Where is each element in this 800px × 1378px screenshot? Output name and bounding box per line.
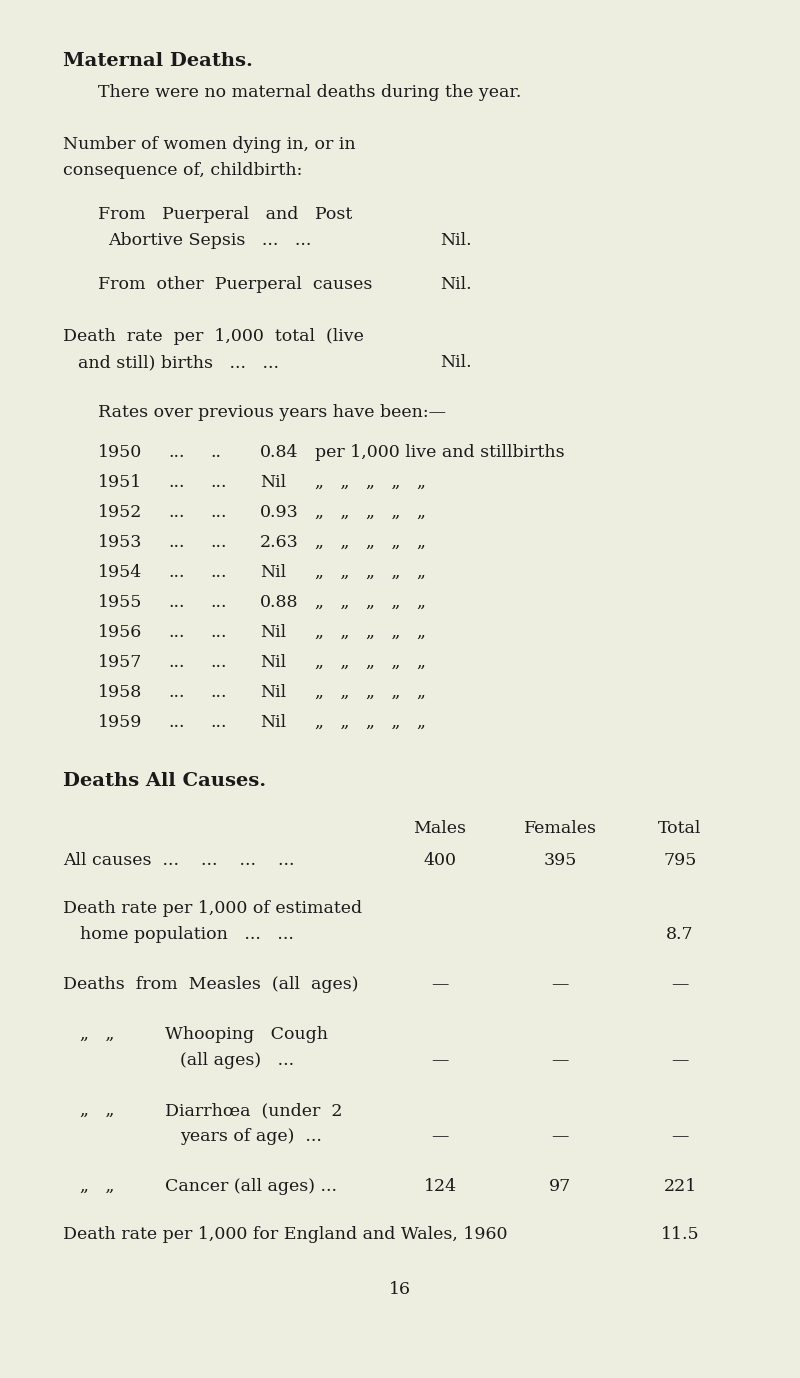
Text: Nil: Nil — [260, 564, 286, 582]
Text: „   „   „   „   „: „ „ „ „ „ — [315, 655, 426, 671]
Text: Deaths  from  Measles  (all  ages): Deaths from Measles (all ages) — [63, 976, 358, 994]
Text: ...: ... — [168, 594, 185, 610]
Text: 8.7: 8.7 — [666, 926, 694, 943]
Text: „   „   „   „   „: „ „ „ „ „ — [315, 564, 426, 582]
Text: Nil: Nil — [260, 683, 286, 701]
Text: Nil.: Nil. — [440, 354, 472, 371]
Text: Number of women dying in, or in: Number of women dying in, or in — [63, 136, 356, 153]
Text: ...: ... — [210, 474, 226, 491]
Text: ...: ... — [210, 564, 226, 582]
Text: —: — — [431, 1051, 449, 1069]
Text: „   „   „   „   „: „ „ „ „ „ — [315, 683, 426, 701]
Text: ...: ... — [168, 504, 185, 521]
Text: From   Puerperal   and   Post: From Puerperal and Post — [98, 205, 352, 223]
Text: 1951: 1951 — [98, 474, 142, 491]
Text: Death rate per 1,000 of estimated: Death rate per 1,000 of estimated — [63, 900, 362, 916]
Text: Nil: Nil — [260, 714, 286, 730]
Text: Diarrhœa  (under  2: Diarrhœa (under 2 — [165, 1102, 342, 1119]
Text: Females: Females — [523, 820, 597, 836]
Text: Deaths All Causes.: Deaths All Causes. — [63, 772, 266, 790]
Text: All causes  ...    ...    ...    ...: All causes ... ... ... ... — [63, 852, 294, 870]
Text: 2.63: 2.63 — [260, 535, 298, 551]
Text: „   „   „   „   „: „ „ „ „ „ — [315, 535, 426, 551]
Text: ...: ... — [168, 535, 185, 551]
Text: per 1,000 live and stillbirths: per 1,000 live and stillbirths — [315, 444, 565, 462]
Text: 0.93: 0.93 — [260, 504, 298, 521]
Text: 1955: 1955 — [98, 594, 142, 610]
Text: ...: ... — [210, 535, 226, 551]
Text: —: — — [671, 976, 689, 994]
Text: ...: ... — [210, 683, 226, 701]
Text: „   „   „   „   „: „ „ „ „ „ — [315, 474, 426, 491]
Text: consequence of, childbirth:: consequence of, childbirth: — [63, 163, 302, 179]
Text: 221: 221 — [663, 1178, 697, 1195]
Text: —: — — [431, 976, 449, 994]
Text: „   „: „ „ — [80, 1178, 114, 1195]
Text: 1950: 1950 — [98, 444, 142, 462]
Text: „   „: „ „ — [80, 1102, 114, 1119]
Text: ...: ... — [168, 655, 185, 671]
Text: 400: 400 — [423, 852, 457, 870]
Text: „   „   „   „   „: „ „ „ „ „ — [315, 624, 426, 641]
Text: Nil.: Nil. — [440, 276, 472, 294]
Text: Whooping   Cough: Whooping Cough — [165, 1027, 328, 1043]
Text: 1957: 1957 — [98, 655, 142, 671]
Text: —: — — [671, 1051, 689, 1069]
Text: ...: ... — [210, 624, 226, 641]
Text: „   „   „   „   „: „ „ „ „ „ — [315, 594, 426, 610]
Text: 0.88: 0.88 — [260, 594, 298, 610]
Text: Death  rate  per  1,000  total  (live: Death rate per 1,000 total (live — [63, 328, 364, 344]
Text: ...: ... — [168, 444, 185, 462]
Text: ...: ... — [168, 624, 185, 641]
Text: There were no maternal deaths during the year.: There were no maternal deaths during the… — [98, 84, 522, 101]
Text: 16: 16 — [389, 1282, 411, 1298]
Text: Nil.: Nil. — [440, 232, 472, 249]
Text: ...: ... — [168, 564, 185, 582]
Text: and still) births   ...   ...: and still) births ... ... — [78, 354, 279, 371]
Text: ...: ... — [168, 683, 185, 701]
Text: years of age)  ...: years of age) ... — [180, 1129, 322, 1145]
Text: 1952: 1952 — [98, 504, 142, 521]
Text: 795: 795 — [663, 852, 697, 870]
Text: —: — — [551, 1051, 569, 1069]
Text: Abortive Sepsis   ...   ...: Abortive Sepsis ... ... — [108, 232, 311, 249]
Text: Cancer (all ages) ...: Cancer (all ages) ... — [165, 1178, 337, 1195]
Text: —: — — [551, 1129, 569, 1145]
Text: Nil: Nil — [260, 655, 286, 671]
Text: Nil: Nil — [260, 624, 286, 641]
Text: Males: Males — [414, 820, 466, 836]
Text: ...: ... — [210, 655, 226, 671]
Text: (all ages)   ...: (all ages) ... — [180, 1051, 294, 1069]
Text: 124: 124 — [423, 1178, 457, 1195]
Text: ..: .. — [210, 444, 221, 462]
Text: —: — — [431, 1129, 449, 1145]
Text: 1956: 1956 — [98, 624, 142, 641]
Text: „   „: „ „ — [80, 1027, 114, 1043]
Text: 0.84: 0.84 — [260, 444, 298, 462]
Text: home population   ...   ...: home population ... ... — [80, 926, 294, 943]
Text: 1954: 1954 — [98, 564, 142, 582]
Text: ...: ... — [168, 474, 185, 491]
Text: Rates over previous years have been:—: Rates over previous years have been:— — [98, 404, 446, 422]
Text: Death rate per 1,000 for England and Wales, 1960: Death rate per 1,000 for England and Wal… — [63, 1226, 507, 1243]
Text: ...: ... — [210, 594, 226, 610]
Text: Total: Total — [658, 820, 702, 836]
Text: 1958: 1958 — [98, 683, 142, 701]
Text: —: — — [671, 1129, 689, 1145]
Text: „   „   „   „   „: „ „ „ „ „ — [315, 714, 426, 730]
Text: Maternal Deaths.: Maternal Deaths. — [63, 52, 253, 70]
Text: 1953: 1953 — [98, 535, 142, 551]
Text: —: — — [551, 976, 569, 994]
Text: 1959: 1959 — [98, 714, 142, 730]
Text: 11.5: 11.5 — [661, 1226, 699, 1243]
Text: 97: 97 — [549, 1178, 571, 1195]
Text: Nil: Nil — [260, 474, 286, 491]
Text: ...: ... — [210, 504, 226, 521]
Text: 395: 395 — [543, 852, 577, 870]
Text: From  other  Puerperal  causes: From other Puerperal causes — [98, 276, 372, 294]
Text: ...: ... — [168, 714, 185, 730]
Text: „   „   „   „   „: „ „ „ „ „ — [315, 504, 426, 521]
Text: ...: ... — [210, 714, 226, 730]
